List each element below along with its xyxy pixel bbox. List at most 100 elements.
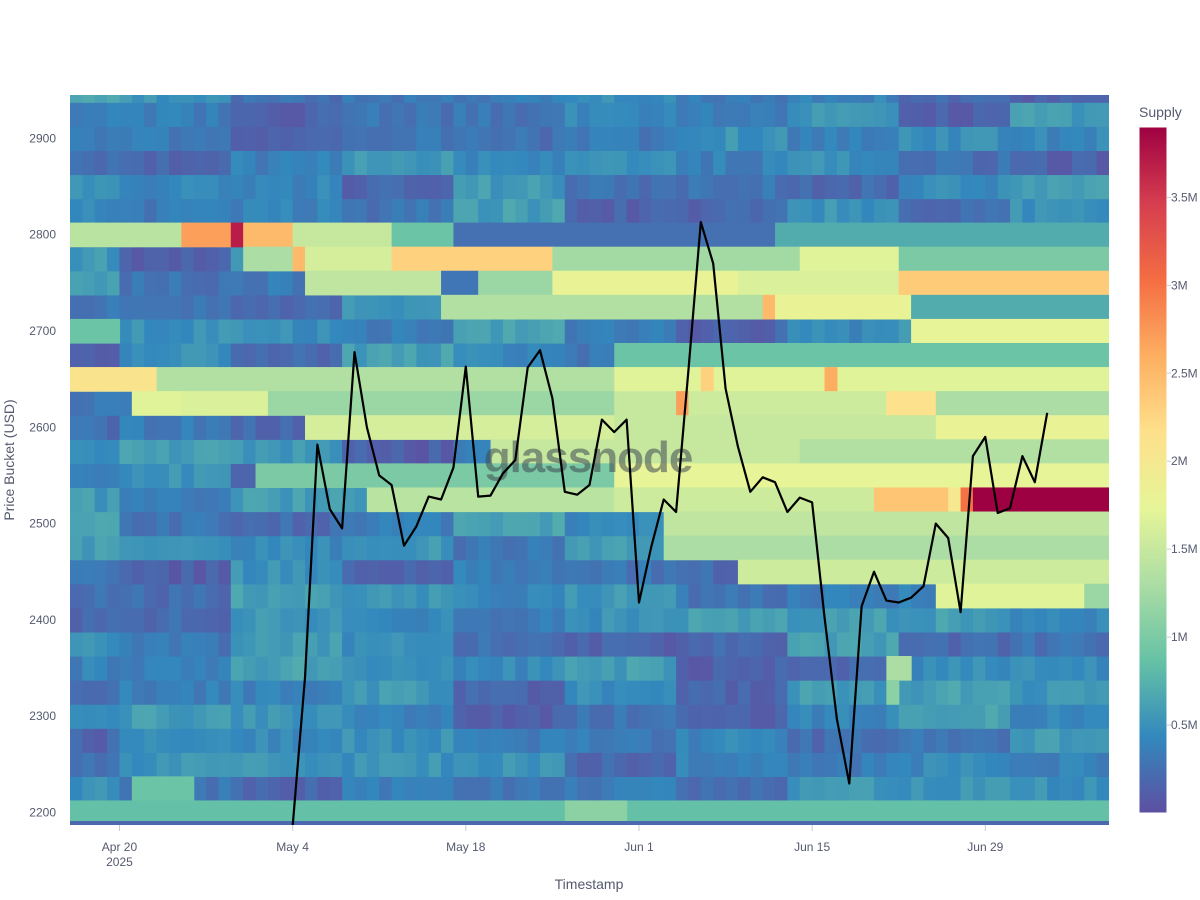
heat-cell [317, 655, 331, 681]
heat-cell [676, 318, 690, 344]
heat-cell [972, 95, 986, 103]
heat-cell [403, 655, 417, 681]
heat-cell [564, 150, 578, 176]
heat-segment [886, 655, 912, 681]
heat-cell [94, 752, 108, 777]
heat-cell [626, 704, 640, 729]
heat-cell [94, 463, 108, 489]
heat-cell [1047, 126, 1061, 151]
heat-cell [1096, 631, 1109, 657]
heat-cell [750, 583, 764, 609]
heat-cell [737, 583, 751, 609]
heat-cell [391, 752, 405, 777]
heat-cell [725, 198, 739, 224]
heat-cell [379, 102, 393, 127]
heat-cell [478, 728, 492, 753]
heat-cell [255, 631, 269, 657]
heat-cell [391, 95, 405, 103]
heat-cell [156, 511, 170, 537]
heat-cell [713, 198, 727, 224]
heat-cell [428, 631, 442, 657]
heat-cell [280, 487, 294, 513]
heat-cell [292, 631, 306, 657]
heat-cell [107, 583, 121, 609]
heat-cell [144, 294, 158, 320]
heat-cell [1071, 102, 1085, 127]
heat-edge [70, 821, 1109, 825]
heat-cell [861, 752, 875, 777]
heat-cell [243, 174, 257, 200]
heat-cell [1010, 174, 1024, 200]
heat-cell [156, 487, 170, 513]
heat-cell [305, 680, 318, 705]
heat-cell [243, 102, 257, 127]
heat-cell [911, 174, 925, 200]
heat-cell [812, 631, 826, 657]
heat-cell [70, 294, 83, 320]
heat-cell [465, 776, 479, 802]
heat-cell [725, 752, 739, 777]
heat-cell [230, 294, 244, 320]
heat-cell [972, 150, 986, 176]
heat-cell [465, 704, 479, 729]
heat-cell [453, 559, 467, 585]
heat-cell [379, 559, 393, 585]
heat-cell [465, 126, 479, 151]
heat-cell [181, 95, 195, 103]
heat-cell [478, 752, 492, 777]
heat-cell [168, 246, 182, 272]
heat-cell [972, 704, 986, 729]
heat-cell [391, 631, 405, 657]
heat-cell [329, 487, 343, 513]
heat-cell [267, 559, 281, 585]
heat-cell [663, 680, 677, 705]
heat-cell [948, 631, 962, 657]
heat-cell [267, 655, 281, 681]
heat-cell [737, 631, 751, 657]
heat-cell [502, 342, 516, 368]
heat-cell [824, 607, 838, 633]
heat-cell [911, 776, 925, 802]
heat-cell [515, 655, 529, 681]
heat-cell [1010, 95, 1024, 103]
heat-cell [1047, 198, 1061, 224]
heat-cell [638, 95, 652, 103]
heat-cell [601, 607, 615, 633]
heat-cell [354, 487, 368, 513]
heat-cell [824, 150, 838, 176]
heat-cell [305, 150, 318, 176]
heat-segment [663, 535, 1109, 561]
heat-cell [775, 728, 789, 753]
heat-cell [540, 583, 553, 609]
heat-cell [935, 631, 949, 657]
heat-cell [577, 752, 591, 777]
heat-cell [453, 583, 467, 609]
heat-cell [502, 150, 516, 176]
heat-cell [107, 174, 121, 200]
heat-cell [1034, 655, 1048, 681]
heat-cell [1096, 150, 1109, 176]
heat-cell [873, 95, 887, 103]
heat-cell [651, 559, 665, 585]
x-tick-label: May 18 [446, 840, 486, 854]
heat-cell [329, 559, 343, 585]
heat-cell [589, 511, 603, 537]
heat-segment [799, 246, 900, 272]
heat-cell [824, 583, 838, 609]
heat-cell [552, 583, 566, 609]
heat-cell [366, 198, 380, 224]
heat-cell [725, 318, 739, 344]
heat-segment [614, 487, 875, 513]
heat-cell [218, 535, 232, 561]
heat-cell [577, 631, 591, 657]
heat-cell [502, 655, 516, 681]
heat-cell [218, 95, 232, 103]
heat-cell [255, 174, 269, 200]
heat-cell [94, 680, 108, 705]
heat-cell [614, 174, 628, 200]
heat-cell [82, 174, 96, 200]
heat-cell [849, 655, 863, 681]
heat-cell [564, 776, 578, 802]
heat-cell [193, 655, 207, 681]
heat-cell [1010, 655, 1024, 681]
